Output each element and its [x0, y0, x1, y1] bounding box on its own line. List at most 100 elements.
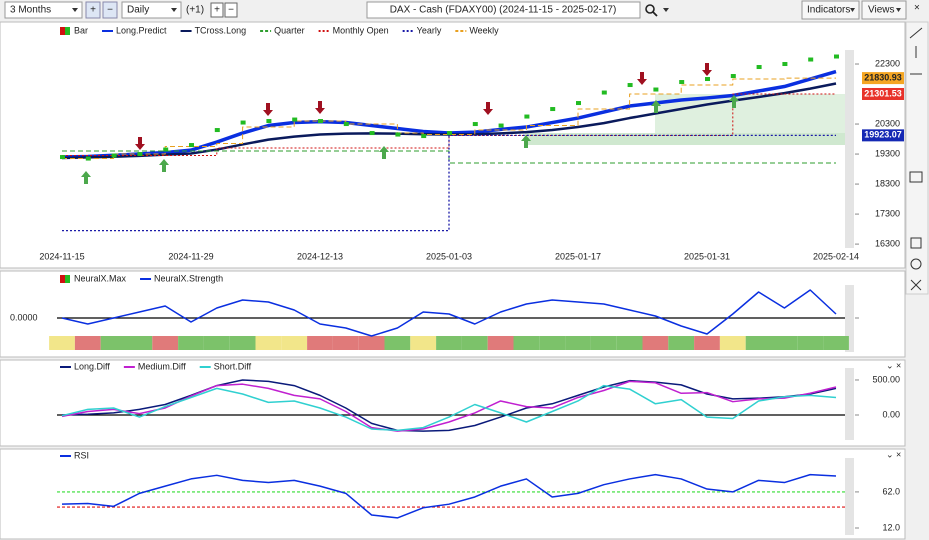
dropdown-arrow	[171, 8, 177, 12]
state-cell	[100, 336, 127, 350]
state-cell	[307, 336, 333, 350]
close-icon[interactable]: ×	[914, 3, 920, 14]
plus-icon: +	[90, 5, 96, 16]
state-cell	[384, 336, 411, 350]
tool-rect[interactable]	[910, 237, 922, 249]
rsi-panel	[0, 448, 906, 540]
state-cell	[49, 336, 75, 350]
price-bar	[447, 131, 452, 136]
state-cell	[152, 336, 179, 350]
price-bar	[808, 57, 814, 62]
scroll-strip	[845, 50, 854, 248]
y-tick-label: 500.00	[872, 374, 900, 384]
zone-fill	[525, 133, 845, 145]
y-tick-label: 18300	[875, 178, 900, 188]
legend-icon	[65, 275, 70, 283]
zoom-in-button[interactable]	[85, 1, 101, 19]
state-cell	[513, 336, 540, 350]
price-bar	[343, 122, 349, 127]
y-tick-label: 0.00	[882, 409, 900, 419]
series-line	[61, 473, 837, 519]
state-cell	[823, 336, 849, 350]
collapse-icon[interactable]: ⌄ ×	[886, 360, 901, 370]
state-cell	[461, 336, 488, 350]
symbol-box[interactable]	[366, 1, 641, 19]
y-tick-label: 0.0000	[10, 312, 38, 322]
state-cell	[539, 336, 566, 350]
tool-note[interactable]	[909, 171, 923, 183]
search-icon[interactable]	[645, 4, 655, 14]
y-tick-label: 22300	[875, 58, 900, 68]
plus-icon: +	[214, 5, 220, 16]
period-text: 3 Months	[10, 5, 51, 16]
state-cell	[719, 336, 746, 350]
price-bar	[318, 119, 323, 124]
state-cell	[745, 336, 772, 350]
tool-circle[interactable]	[910, 258, 922, 270]
x-tick-label: 2024-11-29	[168, 251, 213, 261]
series-line	[62, 93, 836, 157]
collapse-icon[interactable]: ⌄ ×	[886, 449, 901, 459]
legend-label: Quarter	[274, 25, 305, 35]
state-cell	[616, 336, 643, 350]
remove-button[interactable]	[224, 2, 238, 18]
price-bar	[498, 123, 504, 128]
legend-label: Bar	[74, 25, 88, 35]
zoom-out-button[interactable]	[102, 1, 118, 19]
views-button[interactable]	[861, 0, 907, 20]
state-cell	[203, 336, 230, 350]
y-tick-label: 19300	[875, 148, 900, 158]
legend-label: RSI	[74, 450, 89, 460]
state-cell	[668, 336, 695, 350]
legend-label: Long.Predict	[116, 25, 167, 35]
price-badge-text: 19923.07	[864, 130, 902, 140]
series-line	[62, 77, 836, 160]
add-button[interactable]	[210, 2, 224, 18]
state-cell	[771, 336, 798, 350]
interval-dropdown[interactable]	[121, 1, 182, 19]
diff-panel	[0, 359, 906, 447]
indicators-button[interactable]	[801, 0, 860, 20]
price-bar	[601, 90, 607, 95]
state-cell	[487, 336, 514, 350]
price-bar	[705, 77, 710, 82]
interval-text: Daily	[127, 5, 149, 16]
period-dropdown[interactable]	[4, 1, 83, 19]
price-bar	[214, 128, 220, 133]
price-badge	[862, 72, 904, 85]
scroll-strip	[845, 285, 854, 352]
price-bar	[576, 101, 581, 106]
state-cell	[229, 336, 256, 350]
legend-label: Medium.Diff	[138, 361, 186, 371]
series-line	[62, 134, 836, 232]
price-bar	[292, 117, 298, 122]
y-tick-label: 16300	[875, 238, 900, 248]
legend-label: Monthly Open	[333, 25, 389, 35]
minus-icon: −	[107, 5, 113, 16]
state-cell	[565, 336, 591, 350]
price-bar	[524, 114, 530, 119]
price-badge	[862, 87, 904, 100]
legend-label: Yearly	[417, 25, 442, 35]
state-cell	[642, 336, 669, 350]
dropdown-arrow	[72, 8, 78, 12]
price-bar	[627, 83, 633, 88]
state-cell	[281, 336, 308, 350]
x-tick-label: 2025-01-17	[555, 251, 601, 261]
y-tick-label: 62.0	[882, 486, 900, 496]
price-bar	[111, 153, 117, 158]
price-bar	[834, 54, 839, 59]
dropdown-arrow	[850, 8, 855, 12]
tool-trendline[interactable]	[909, 27, 923, 39]
minus-icon: −	[228, 5, 234, 16]
x-tick-label: 2025-01-31	[684, 251, 730, 261]
series-line	[61, 289, 837, 337]
state-cell	[255, 336, 282, 350]
price-badge-text: 21301.53	[864, 88, 902, 98]
state-cell	[410, 336, 437, 350]
indicators-text: Indicators	[807, 5, 850, 16]
state-cell	[694, 336, 720, 350]
price-bar	[240, 120, 246, 125]
state-cell	[436, 336, 462, 350]
price-badge-text: 21830.93	[864, 72, 902, 82]
